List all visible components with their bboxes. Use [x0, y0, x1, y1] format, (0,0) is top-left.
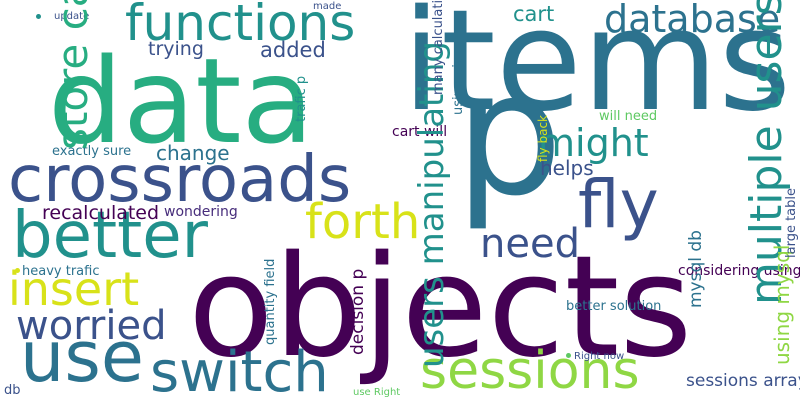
- word-recalculated: change: [156, 141, 230, 165]
- word-insert: insert: [8, 262, 140, 316]
- dot-bottom: [566, 353, 571, 358]
- word-helps: trying: [148, 38, 204, 60]
- word-quantity-field: using ajax: [451, 48, 466, 116]
- word-database: database: [604, 0, 781, 41]
- word-will-need: considering using: [678, 263, 800, 279]
- word-considering-using: heavy trafic: [22, 264, 100, 279]
- word-better: better: [12, 199, 208, 273]
- word-using-mysql: update: [54, 11, 90, 22]
- word-using-ajax: will need: [599, 109, 658, 124]
- word-right-now: sessions arrays: [686, 371, 800, 391]
- word-trying: store calculations: [48, 0, 97, 150]
- word-cart: might: [538, 121, 649, 165]
- word-fly: fly: [578, 166, 659, 243]
- dot-top: [36, 14, 41, 19]
- word-data: data: [48, 32, 314, 170]
- word-store-calculations: large table: [784, 187, 799, 258]
- word-functions: functions: [125, 0, 356, 52]
- dot-left: [15, 268, 20, 273]
- word-objects: objects: [188, 226, 693, 389]
- word-better-solution: db: [4, 383, 21, 398]
- word-change: cart: [513, 2, 555, 26]
- word-made: mysql db: [686, 230, 706, 308]
- word-wondering: helps: [540, 156, 594, 180]
- word-use: use: [20, 316, 144, 398]
- word-large-table: many calculations: [431, 0, 446, 95]
- word-sessions-arrays: wondering: [164, 204, 238, 220]
- word-db: recalculated: [42, 202, 160, 224]
- word-cart-will: better solution: [566, 299, 662, 314]
- word-use-right: decision p: [348, 268, 368, 355]
- word-heavy-trafic: exactly sure: [52, 144, 132, 159]
- word-update: using mysql: [770, 244, 794, 365]
- word-mysql-db: made: [313, 1, 342, 12]
- word-multiple-users: quantity field: [263, 258, 278, 345]
- word-many-calculations: fly back: [536, 115, 550, 162]
- word-forth: forth: [305, 194, 421, 250]
- word-p: p: [455, 36, 563, 234]
- word-fly-back: cart will: [392, 124, 448, 140]
- word-crossroads: crossroads: [8, 143, 352, 217]
- word-worried: worried: [16, 303, 167, 349]
- word-items: items: [402, 0, 792, 143]
- word-trafic-p: trafic p: [294, 75, 309, 122]
- word-might: need: [480, 221, 580, 267]
- word-sessions: sessions: [420, 341, 640, 400]
- word-exactly-sure: added: [260, 38, 326, 62]
- word-decision-p: use Right: [353, 387, 401, 398]
- word-users-manipulating: Right now: [574, 351, 625, 362]
- word-switch: switch: [150, 340, 329, 400]
